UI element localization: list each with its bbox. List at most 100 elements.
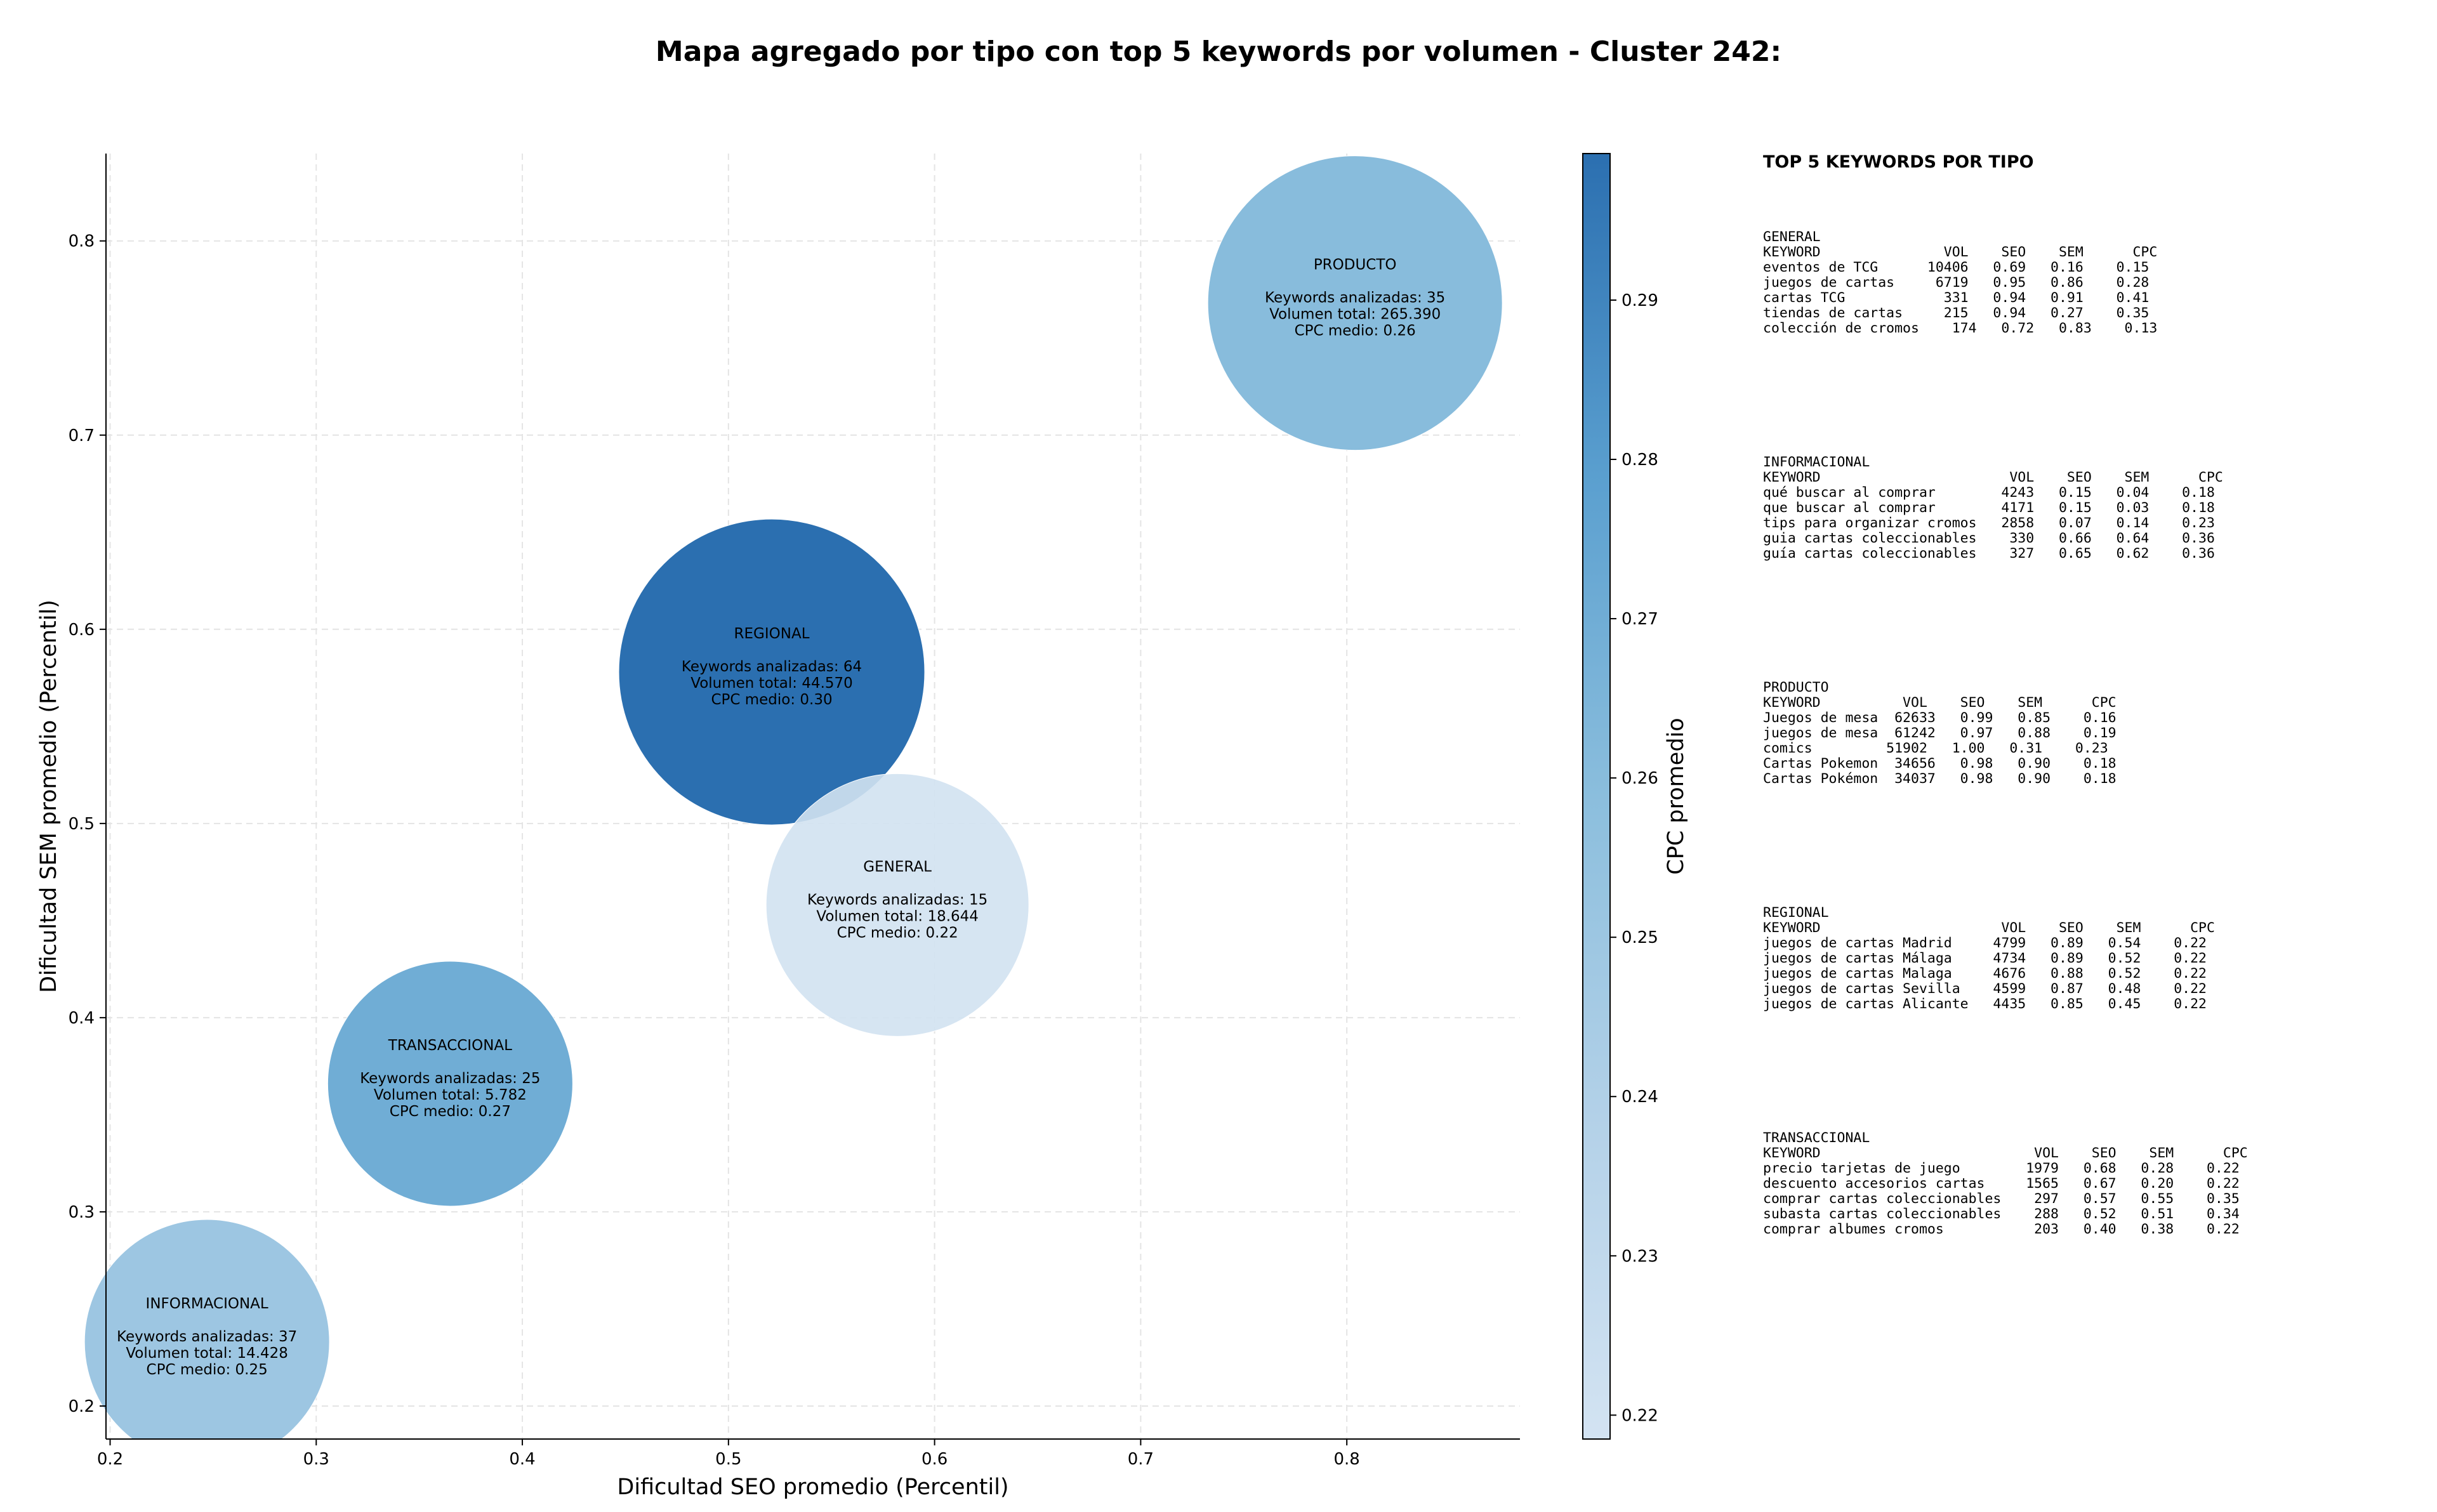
colorbar-tick-label: 0.26 <box>1621 769 1658 788</box>
chart-title: Mapa agregado por tipo con top 5 keyword… <box>655 36 1782 68</box>
bubble-circle <box>1207 155 1503 451</box>
kw-block-informacional: INFORMACIONAL KEYWORD VOL SEO SEM CPC qué … <box>1763 455 2223 562</box>
x-tick-label: 0.8 <box>1334 1450 1360 1469</box>
kw-block-producto: PRODUCTO KEYWORD VOL SEO SEM CPC Juegos de… <box>1763 680 2117 787</box>
bubble-stat: Keywords analizadas: 25 <box>360 1070 540 1087</box>
bubble-circle <box>327 961 573 1207</box>
kw-row: colección de cromos 174 0.72 0.83 0.13 <box>1763 320 2158 336</box>
kw-row: tiendas de cartas 215 0.94 0.27 0.35 <box>1763 305 2150 321</box>
x-tick-label: 0.3 <box>303 1450 329 1469</box>
kw-row: juegos de mesa 61242 0.97 0.88 0.19 <box>1763 725 2117 741</box>
x-tick-label: 0.6 <box>921 1450 948 1469</box>
bubble-stat: CPC medio: 0.27 <box>390 1103 511 1120</box>
kw-block-transaccional: TRANSACCIONAL KEYWORD VOL SEO SEM CPC prec… <box>1763 1131 2248 1237</box>
kw-row: comprar cartas coleccionables 297 0.57 0… <box>1763 1191 2240 1207</box>
kw-block-regional: REGIONAL KEYWORD VOL SEO SEM CPC juegos de… <box>1763 905 2215 1012</box>
bubble-informacional: INFORMACIONAL Keywords analizadas: 37Volu… <box>84 1219 330 1439</box>
y-tick-label: 0.4 <box>69 1009 95 1028</box>
kw-row: tips para organizar cromos 2858 0.07 0.1… <box>1763 515 2215 531</box>
colorbar-tick-label: 0.22 <box>1621 1406 1658 1425</box>
bubble-label: INFORMACIONAL <box>146 1296 268 1312</box>
bubble-stat: Volumen total: 265.390 <box>1269 306 1441 323</box>
kw-row: Cartas Pokemon 34656 0.98 0.90 0.18 <box>1763 756 2117 772</box>
kw-row: juegos de cartas Málaga 4734 0.89 0.52 0… <box>1763 950 2207 966</box>
bubble-transaccional: TRANSACCIONAL Keywords analizadas: 25Volu… <box>327 961 573 1207</box>
bubble-label: TRANSACCIONAL <box>388 1037 512 1054</box>
bubble-stat: Volumen total: 44.570 <box>690 675 853 692</box>
bubble-stat: Keywords analizadas: 64 <box>682 659 862 675</box>
bubble-stat: Keywords analizadas: 35 <box>1265 290 1445 306</box>
kw-block-title: PRODUCTO <box>1763 680 1829 695</box>
colorbar-label: CPC promedio <box>1663 718 1689 874</box>
kw-row: subasta cartas coleccionables 288 0.52 0… <box>1763 1206 2240 1222</box>
bubble-circle <box>618 518 925 825</box>
kw-header-row: KEYWORD VOL SEO SEM CPC <box>1763 1145 2248 1161</box>
kw-row: cartas TCG 331 0.94 0.91 0.41 <box>1763 290 2150 306</box>
kw-row: comics 51902 1.00 0.31 0.23 <box>1763 740 2108 756</box>
bubble-circle <box>765 773 1029 1037</box>
kw-row: descuento accesorios cartas 1565 0.67 0.… <box>1763 1176 2240 1192</box>
bubble-stat: CPC medio: 0.22 <box>837 924 958 941</box>
kw-row: guia cartas coleccionables 330 0.66 0.64… <box>1763 530 2215 546</box>
kw-row: juegos de cartas Alicante 4435 0.85 0.45… <box>1763 996 2207 1012</box>
kw-row: juegos de cartas 6719 0.95 0.86 0.28 <box>1763 275 2150 291</box>
bubble-label: PRODUCTO <box>1314 257 1397 273</box>
colorbar-tick-label: 0.27 <box>1621 610 1658 629</box>
bubble-stat: Volumen total: 14.428 <box>126 1345 288 1362</box>
kw-row: que buscar al comprar 4171 0.15 0.03 0.1… <box>1763 500 2215 516</box>
colorbar-tick-label: 0.24 <box>1621 1088 1658 1107</box>
bubble-stat: Keywords analizadas: 37 <box>117 1329 297 1345</box>
colorbar-tick-label: 0.29 <box>1621 291 1658 310</box>
kw-block-title: REGIONAL <box>1763 905 1829 921</box>
kw-header-row: KEYWORD VOL SEO SEM CPC <box>1763 695 2117 711</box>
y-tick-label: 0.6 <box>69 621 95 640</box>
axes: 0.2 0.3 0.4 0.5 0.6 0.7 0.8 0.2 0.3 0.4 0.5 0.6 0.7 0… <box>36 154 1520 1500</box>
x-axis-label: Dificultad SEO promedio (Percentil) <box>617 1475 1008 1500</box>
kw-header-row: KEYWORD VOL SEO SEM CPC <box>1763 244 2158 260</box>
bubble-stat: Volumen total: 18.644 <box>816 908 979 924</box>
y-axis-label: Dificultad SEM promedio (Percentil) <box>36 600 62 993</box>
kw-block-title: INFORMACIONAL <box>1763 454 1870 470</box>
bubble-stat: CPC medio: 0.26 <box>1295 323 1416 339</box>
bubble-stat: CPC medio: 0.25 <box>147 1362 268 1378</box>
kw-block-general: GENERAL KEYWORD VOL SEO SEM CPC eventos de… <box>1763 230 2157 336</box>
panel-title: TOP 5 KEYWORDS POR TIPO <box>1763 152 2034 172</box>
kw-row: juegos de cartas Sevilla 4599 0.87 0.48 … <box>1763 981 2207 997</box>
kw-header-row: KEYWORD VOL SEO SEM CPC <box>1763 920 2215 936</box>
colorbar-tick-label: 0.23 <box>1621 1247 1658 1266</box>
y-tick-label: 0.8 <box>69 232 95 251</box>
colorbar-tick-label: 0.25 <box>1621 928 1658 947</box>
kw-row: qué buscar al comprar 4243 0.15 0.04 0.1… <box>1763 485 2215 501</box>
bubble-label: REGIONAL <box>734 626 810 642</box>
kw-row: eventos de TCG 10406 0.69 0.16 0.15 <box>1763 260 2150 275</box>
kw-row: juegos de cartas Madrid 4799 0.89 0.54 0… <box>1763 935 2207 951</box>
y-tick-label: 0.7 <box>69 426 95 445</box>
bubble-stat: CPC medio: 0.30 <box>711 692 832 708</box>
bubble-circle <box>84 1219 330 1439</box>
kw-block-title: TRANSACCIONAL <box>1763 1130 1870 1146</box>
kw-row: juegos de cartas Malaga 4676 0.88 0.52 0… <box>1763 966 2207 982</box>
x-tick-label: 0.7 <box>1128 1450 1154 1469</box>
kw-row: comprar albumes cromos 203 0.40 0.38 0.2… <box>1763 1221 2240 1237</box>
y-tick-label: 0.3 <box>69 1203 95 1222</box>
colorbar: 0.22 0.23 0.24 0.25 0.26 0.27 0.28 0.29 CPC prom… <box>1582 153 1689 1440</box>
bubble-stat: Keywords analizadas: 15 <box>807 891 987 908</box>
kw-row: precio tarjetas de juego 1979 0.68 0.28 … <box>1763 1160 2240 1176</box>
x-tick-label: 0.5 <box>715 1450 741 1469</box>
x-tick-label: 0.2 <box>97 1450 123 1469</box>
kw-block-title: GENERAL <box>1763 229 1821 245</box>
bubble-label: GENERAL <box>863 858 932 875</box>
y-tick-label: 0.5 <box>69 815 95 834</box>
colorbar-tick-label: 0.28 <box>1621 450 1658 470</box>
kw-row: Juegos de mesa 62633 0.99 0.85 0.16 <box>1763 710 2117 726</box>
y-tick-label: 0.2 <box>69 1397 95 1416</box>
kw-header-row: KEYWORD VOL SEO SEM CPC <box>1763 470 2223 485</box>
kw-row: Cartas Pokémon 34037 0.98 0.90 0.18 <box>1763 771 2117 787</box>
x-tick-label: 0.4 <box>509 1450 535 1469</box>
kw-row: guía cartas coleccionables 327 0.65 0.62… <box>1763 546 2215 562</box>
